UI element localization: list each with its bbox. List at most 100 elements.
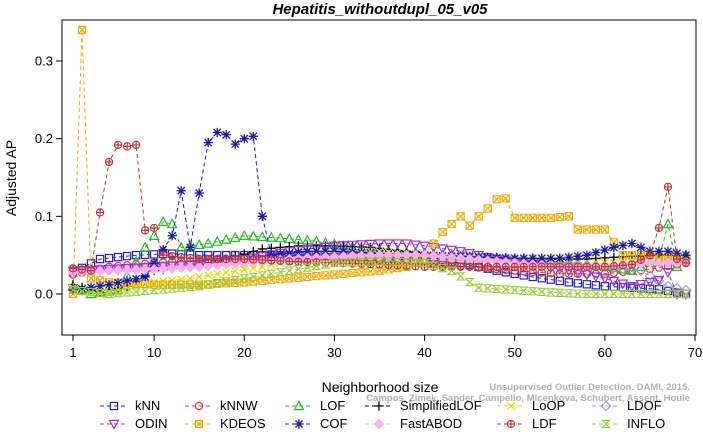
data-point-fastabod <box>112 265 124 276</box>
data-point-fastabod <box>644 257 656 269</box>
data-point-knn <box>113 252 123 262</box>
plot-area <box>67 25 692 300</box>
data-point-cof <box>555 253 565 263</box>
data-point-inflo <box>203 280 214 289</box>
data-point-inflo <box>464 277 475 287</box>
data-point-ldf <box>168 251 177 261</box>
legend-label: KDEOS <box>220 416 266 431</box>
data-point-inflo <box>104 289 114 299</box>
legend-item-ldf: LDF <box>497 416 557 431</box>
data-point-knn <box>131 250 141 260</box>
legend-marker <box>601 419 611 429</box>
data-point-kdeos <box>438 227 447 237</box>
legend-item-knn: kNN <box>100 398 160 413</box>
data-point-inflo <box>302 263 313 272</box>
data-point-inflo <box>545 288 556 297</box>
data-point-cof <box>564 252 574 262</box>
legend-marker <box>600 400 612 412</box>
x-tick-label: 50 <box>507 345 521 360</box>
data-point-kdeos <box>447 219 456 229</box>
data-point-kdeos <box>357 268 366 277</box>
data-point-cof <box>158 244 168 255</box>
data-point-knn <box>564 278 573 287</box>
data-point-knn <box>122 251 132 261</box>
data-point-odin <box>374 239 385 250</box>
data-point-cof <box>618 240 628 251</box>
data-point-inflo <box>672 289 682 299</box>
data-point-inflo <box>491 284 502 294</box>
data-point-kdeos <box>546 213 555 223</box>
data-point-ldf <box>177 252 186 262</box>
data-point-knn <box>149 250 159 259</box>
data-point-odin <box>356 240 367 251</box>
data-point-knn <box>582 280 592 289</box>
data-point-inflo <box>131 287 142 296</box>
watermark-line-1: Unsupervised Outlier Detection. DAMI, 20… <box>489 382 690 393</box>
data-point-inflo <box>122 288 133 297</box>
data-point-kdeos <box>510 213 519 223</box>
data-point-inflo <box>257 271 268 280</box>
data-point-ldf <box>501 262 510 271</box>
data-point-cof <box>248 131 258 141</box>
data-point-inflo <box>581 289 592 299</box>
data-point-odin <box>401 239 412 250</box>
data-point-inflo <box>482 284 493 293</box>
data-point-kdeos <box>366 267 375 276</box>
data-point-cof <box>257 211 267 221</box>
data-point-ldof <box>626 264 638 276</box>
data-point-kdeos <box>429 239 438 248</box>
data-point-odin <box>383 239 394 250</box>
data-point-inflo <box>140 286 151 296</box>
data-point-kdeos <box>321 271 330 280</box>
data-point-odin <box>599 274 611 285</box>
legend-item-cof: COF <box>285 416 348 431</box>
data-point-knn <box>537 274 546 283</box>
data-point-cof <box>591 247 601 258</box>
data-point-cof <box>203 137 213 148</box>
data-point-inflo <box>284 266 295 275</box>
data-point-odin <box>653 275 665 286</box>
data-point-cof <box>573 251 583 261</box>
y-axis: 0.0 0.1 0.2 0.3 <box>35 54 62 302</box>
legend-marker <box>506 419 516 429</box>
data-point-inflo <box>185 282 196 292</box>
data-point-ldf <box>249 255 258 264</box>
data-point-inflo <box>401 258 412 267</box>
data-point-kdeos <box>492 195 501 204</box>
legend-label: COF <box>320 416 348 431</box>
legend-marker <box>194 419 204 429</box>
data-point-ldf <box>654 223 664 233</box>
data-point-kdeos <box>330 270 339 279</box>
data-point-inflo <box>221 277 232 286</box>
data-point-fastabod <box>446 252 457 263</box>
data-point-ldf <box>456 262 465 271</box>
data-point-inflo <box>572 289 583 298</box>
data-point-fastabod <box>428 250 439 262</box>
data-point-odin <box>338 241 349 252</box>
data-point-inflo <box>248 272 259 282</box>
data-point-odin <box>437 244 448 255</box>
data-point-cof <box>167 231 177 241</box>
data-point-kdeos <box>483 204 492 213</box>
data-point-ldf <box>186 253 195 263</box>
legend-item-odin: ODIN <box>100 416 168 431</box>
data-point-ldf <box>231 254 240 264</box>
x-axis: 1 10 20 30 40 50 60 70 <box>69 335 702 360</box>
data-point-inflo <box>473 283 484 292</box>
legend-item-kdeos: KDEOS <box>185 416 266 431</box>
legend-marker <box>374 401 384 411</box>
data-point-inflo <box>86 287 96 297</box>
data-point-cof <box>537 253 547 263</box>
x-tick-label: 60 <box>598 345 612 360</box>
data-point-inflo <box>681 289 691 299</box>
data-point-ldf <box>149 223 159 233</box>
data-point-odin <box>347 240 358 251</box>
data-point-ldf <box>213 254 222 264</box>
data-point-odin <box>329 241 340 252</box>
series-line-odin <box>72 243 686 295</box>
data-point-ldf <box>285 257 294 266</box>
plot-frame <box>61 19 697 336</box>
data-point-inflo <box>95 288 105 298</box>
data-point-odin <box>446 245 458 256</box>
data-point-fastabod <box>653 257 665 269</box>
